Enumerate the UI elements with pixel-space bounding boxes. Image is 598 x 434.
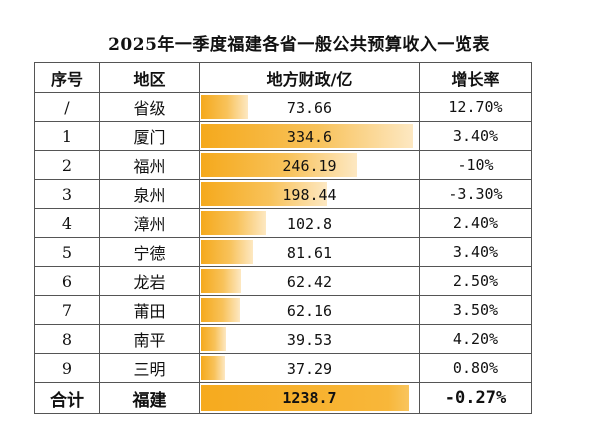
growth-rate: -3.30% — [419, 179, 532, 209]
table-body: / 省级 73.66 12.70% 1 厦门 334.6 3.40% 2 福州 246.19 -10%… — [34, 92, 532, 414]
revenue-value: 62.16 — [286, 301, 333, 320]
revenue-cell: 37.29 — [199, 353, 420, 383]
revenue-bar — [201, 298, 241, 322]
row-region: 莆田 — [99, 295, 200, 325]
row-region: 泉州 — [99, 179, 200, 209]
table-row: 3 泉州 198.44 -3.30% — [34, 179, 532, 209]
row-number: 2 — [34, 150, 100, 180]
revenue-value: 73.66 — [286, 98, 333, 117]
revenue-value: 246.19 — [282, 156, 337, 175]
total-region: 福建 — [99, 382, 200, 414]
header-row: 序号 地区 地方财政/亿 增长率 — [34, 62, 532, 93]
revenue-cell: 102.8 — [199, 208, 420, 238]
revenue-bar — [201, 95, 248, 119]
revenue-value: 37.29 — [286, 359, 333, 378]
revenue-value: 39.53 — [286, 330, 333, 349]
table-row: 9 三明 37.29 0.80% — [34, 353, 532, 383]
row-region: 宁德 — [99, 237, 200, 267]
growth-rate: 4.20% — [419, 324, 532, 354]
growth-rate: 2.40% — [419, 208, 532, 238]
revenue-cell: 62.16 — [199, 295, 420, 325]
row-region: 省级 — [99, 92, 200, 122]
table-title: 2025年一季度福建各省一般公共预算收入一览表 — [108, 35, 490, 55]
row-region: 厦门 — [99, 121, 200, 151]
growth-rate: 3.40% — [419, 121, 532, 151]
revenue-bar — [201, 211, 267, 235]
row-number: 1 — [34, 121, 100, 151]
revenue-value: 62.42 — [286, 272, 333, 291]
header-growth: 增长率 — [419, 62, 532, 93]
row-number: 5 — [34, 237, 100, 267]
table-row: 8 南平 39.53 4.20% — [34, 324, 532, 354]
revenue-bar — [201, 356, 225, 380]
row-number: 7 — [34, 295, 100, 325]
revenue-value: 334.6 — [286, 127, 333, 146]
revenue-cell: 73.66 — [199, 92, 420, 122]
revenue-cell: 246.19 — [199, 150, 420, 180]
growth-rate: -0.27% — [419, 382, 532, 414]
revenue-bar — [201, 153, 358, 177]
revenue-bar — [201, 269, 241, 293]
row-number: 3 — [34, 179, 100, 209]
total-row: 合计 福建 1238.7 -0.27% — [34, 382, 532, 414]
revenue-bar — [201, 182, 327, 206]
revenue-cell: 1238.7 — [199, 382, 420, 414]
revenue-value: 102.8 — [286, 214, 333, 233]
table-row: 7 莆田 62.16 3.50% — [34, 295, 532, 325]
revenue-cell: 39.53 — [199, 324, 420, 354]
row-region: 三明 — [99, 353, 200, 383]
revenue-cell: 62.42 — [199, 266, 420, 296]
revenue-bar — [201, 327, 227, 351]
revenue-cell: 334.6 — [199, 121, 420, 151]
revenue-bar — [201, 385, 410, 411]
row-number: 4 — [34, 208, 100, 238]
row-number: 9 — [34, 353, 100, 383]
growth-rate: 3.40% — [419, 237, 532, 267]
growth-rate: 2.50% — [419, 266, 532, 296]
row-region: 福州 — [99, 150, 200, 180]
table-row: / 省级 73.66 12.70% — [34, 92, 532, 122]
table-row: 2 福州 246.19 -10% — [34, 150, 532, 180]
table-row: 1 厦门 334.6 3.40% — [34, 121, 532, 151]
revenue-value: 1238.7 — [282, 389, 337, 407]
growth-rate: 3.50% — [419, 295, 532, 325]
revenue-value: 81.61 — [286, 243, 333, 262]
row-region: 龙岩 — [99, 266, 200, 296]
table-row: 4 漳州 102.8 2.40% — [34, 208, 532, 238]
header-no: 序号 — [34, 62, 100, 93]
growth-rate: 12.70% — [419, 92, 532, 122]
revenue-cell: 81.61 — [199, 237, 420, 267]
revenue-bar — [201, 124, 414, 148]
growth-rate: -10% — [419, 150, 532, 180]
revenue-bar — [201, 240, 253, 264]
row-region: 漳州 — [99, 208, 200, 238]
row-region: 南平 — [99, 324, 200, 354]
row-number: / — [34, 92, 100, 122]
growth-rate: 0.80% — [419, 353, 532, 383]
table-row: 5 宁德 81.61 3.40% — [34, 237, 532, 267]
total-label: 合计 — [34, 382, 100, 414]
revenue-cell: 198.44 — [199, 179, 420, 209]
table-row: 6 龙岩 62.42 2.50% — [34, 266, 532, 296]
header-revenue: 地方财政/亿 — [199, 62, 420, 93]
row-number: 8 — [34, 324, 100, 354]
row-number: 6 — [34, 266, 100, 296]
revenue-table: 序号 地区 地方财政/亿 增长率 / 省级 73.66 12.70% 1 厦门 334.6 3… — [34, 62, 532, 414]
revenue-value: 198.44 — [282, 185, 337, 204]
header-region: 地区 — [99, 62, 200, 93]
